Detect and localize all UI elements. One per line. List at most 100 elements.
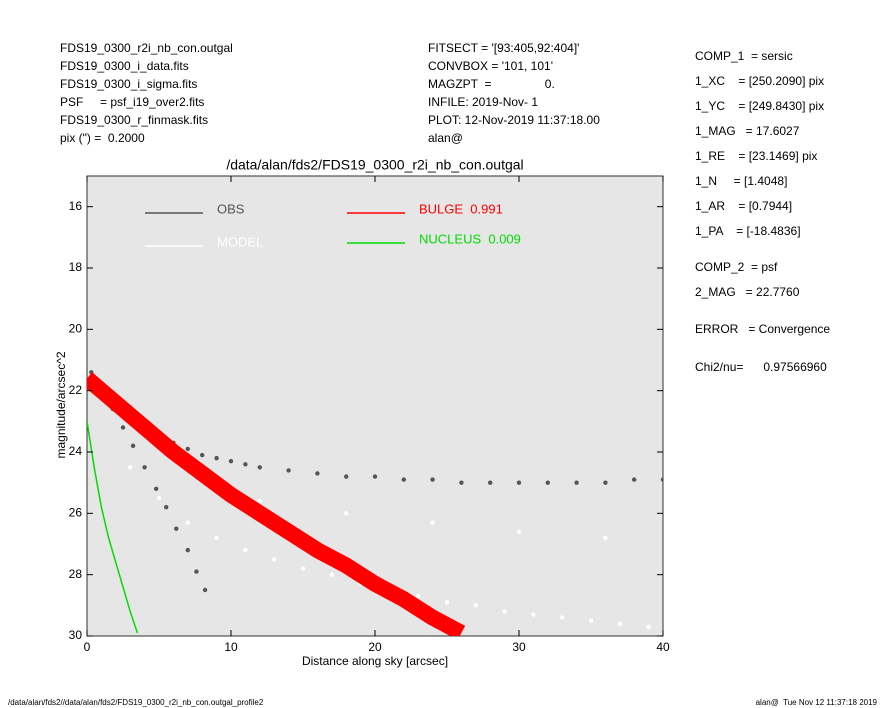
fit-parameter: COMP_2 = psf: [695, 260, 778, 274]
data-point: [257, 498, 262, 504]
legend-label: OBS: [217, 201, 245, 216]
data-point: [153, 486, 159, 491]
fit-parameter: 2_MAG = 22.7760: [695, 285, 800, 299]
header-left-line: pix (") = 0.2000: [60, 131, 145, 145]
header-middle-line: MAGZPT = 0.: [428, 77, 555, 91]
fit-parameter: 1_PA = [-18.4836]: [695, 224, 801, 238]
data-point: [185, 446, 190, 452]
fit-parameter: 1_XC = [250.2090] pix: [695, 74, 824, 88]
y-tick-label: 16: [69, 199, 83, 213]
y-tick-label: 18: [69, 260, 83, 274]
y-tick-label: 22: [69, 383, 83, 397]
data-point: [430, 477, 435, 482]
x-tick-label: 0: [84, 640, 91, 654]
data-point: [545, 480, 550, 485]
data-point: [617, 621, 622, 626]
fit-parameter: COMP_1 = sersic: [695, 49, 793, 63]
data-point: [130, 443, 136, 449]
data-point: [473, 603, 478, 608]
data-point: [272, 557, 277, 562]
data-point: [202, 587, 208, 593]
header-middle-line: CONVBOX = '101, 101': [428, 59, 553, 73]
data-point: [286, 468, 291, 473]
data-point: [257, 465, 262, 470]
data-point: [228, 459, 234, 464]
legend-label: MODEL: [217, 234, 263, 249]
footer-left: /data/alan/fds2//data/alan/fds2/FDS19_03…: [8, 698, 264, 707]
data-point: [164, 505, 169, 510]
data-point: [502, 609, 507, 614]
data-point: [430, 520, 435, 525]
header-left-line: FDS19_0300_r2i_nb_con.outgal: [60, 41, 233, 55]
header-middle-line: alan@: [428, 131, 463, 145]
model-line: [87, 421, 139, 634]
data-point: [574, 480, 579, 485]
fit-parameter: 1_YC = [249.8430] pix: [695, 99, 824, 113]
data-point: [459, 480, 464, 485]
data-point: [174, 526, 179, 531]
data-point: [588, 618, 594, 623]
fit-parameter: Chi2/nu= 0.97566960: [695, 360, 827, 374]
fit-parameter: 1_AR = [0.7944]: [695, 199, 792, 213]
plot-content: [87, 370, 663, 636]
data-point: [603, 535, 608, 541]
x-tick-label: 20: [368, 640, 382, 654]
plot-area: [86, 175, 664, 637]
y-tick-label: 28: [69, 567, 83, 581]
data-point: [372, 474, 378, 479]
data-point: [344, 511, 349, 516]
data-point: [300, 566, 306, 571]
data-point: [243, 547, 248, 553]
data-point: [315, 471, 320, 476]
y-tick-label: 24: [69, 444, 83, 458]
x-tick-label: 10: [224, 640, 238, 654]
y-tick-label: 30: [69, 628, 83, 642]
x-tick-label: 30: [512, 640, 526, 654]
data-point: [142, 465, 147, 470]
y-axis-label: magnitude/arcsec^2: [54, 351, 68, 458]
fit-parameter: 1_MAG = 17.6027: [695, 124, 800, 138]
legend-label: BULGE 0.991: [419, 201, 503, 216]
data-point: [560, 615, 565, 620]
x-tick-label: 40: [656, 640, 670, 654]
data-point: [632, 477, 637, 482]
data-point: [344, 474, 349, 479]
data-point: [214, 455, 219, 461]
data-point: [516, 529, 522, 534]
data-point: [646, 624, 651, 629]
header-middle-line: INFILE: 2019-Nov- 1: [428, 95, 538, 109]
data-point: [660, 477, 663, 482]
data-point: [488, 480, 493, 485]
header-middle-line: PLOT: 12-Nov-2019 11:37:18.00: [428, 113, 600, 127]
data-point: [185, 547, 190, 553]
y-tick-label: 20: [69, 322, 83, 336]
data-point: [243, 462, 248, 467]
data-point: [401, 477, 406, 482]
header-left-line: FDS19_0300_r_finmask.fits: [60, 113, 208, 127]
model-band: [87, 372, 466, 636]
footer-right: alan@ Tue Nov 12 11:37:18 2019: [756, 698, 878, 707]
fit-parameter: ERROR = Convergence: [695, 322, 830, 336]
data-point: [200, 452, 205, 458]
y-tick-label: 26: [69, 506, 83, 520]
header-left-line: FDS19_0300_i_sigma.fits: [60, 77, 197, 91]
data-point: [185, 520, 190, 525]
fit-parameter: 1_N = [1.4048]: [695, 174, 787, 188]
data-point: [603, 480, 608, 485]
data-point: [128, 465, 133, 470]
data-point: [194, 569, 199, 574]
data-point: [329, 572, 334, 577]
data-point: [531, 612, 536, 617]
data-point: [156, 495, 162, 501]
data-point: [516, 480, 522, 485]
fit-parameter: 1_RE = [23.1469] pix: [695, 149, 817, 163]
header-middle-line: FITSECT = '[93:405,92:404]': [428, 41, 579, 55]
data-point: [214, 535, 219, 541]
legend-label: NUCLEUS 0.009: [419, 231, 521, 246]
header-left-line: PSF = psf_i19_over2.fits: [60, 95, 204, 109]
chart-title: /data/alan/fds2/FDS19_0300_r2i_nb_con.ou…: [226, 157, 523, 173]
data-point: [416, 593, 421, 599]
data-point: [120, 425, 126, 430]
